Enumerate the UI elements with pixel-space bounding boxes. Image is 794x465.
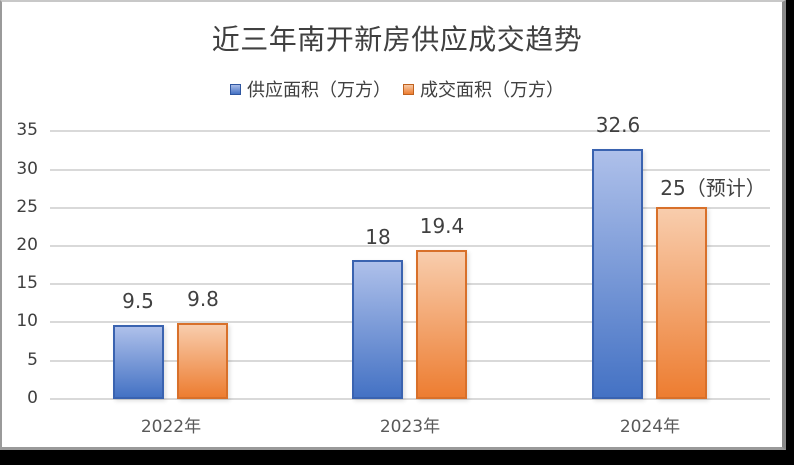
legend-label-deal: 成交面积（万方）	[420, 80, 564, 101]
gridline-10	[50, 321, 770, 323]
bar-supply-2024[interactable]	[592, 149, 643, 399]
legend-swatch-supply-icon	[230, 83, 241, 95]
gridline-35	[50, 130, 770, 132]
data-label-supply-2024: 32.6	[595, 113, 641, 137]
data-label-supply-2022: 9.5	[122, 289, 154, 313]
bottom-black-strip	[0, 450, 794, 465]
data-label-deal-2023: 19.4	[419, 214, 465, 238]
x-label-2023: 2023年	[379, 417, 441, 437]
bar-supply-2023[interactable]	[352, 260, 403, 399]
y-tick-35: 35	[16, 120, 38, 140]
y-tick-15: 15	[16, 273, 38, 293]
bar-deal-2023[interactable]	[416, 250, 467, 399]
bar-deal-2024[interactable]	[656, 207, 707, 399]
x-label-2022: 2022年	[140, 417, 202, 437]
y-tick-30: 30	[16, 159, 38, 179]
gridline-5	[50, 360, 770, 362]
gridline-25	[50, 207, 770, 209]
data-label-supply-2023: 18	[365, 225, 391, 249]
bar-supply-2022[interactable]	[113, 325, 164, 399]
gridline-0	[50, 398, 770, 400]
y-tick-10: 10	[16, 311, 38, 331]
legend-item-supply[interactable]: 供应面积（万方）	[230, 76, 391, 102]
x-label-2024: 2024年	[619, 417, 681, 437]
gridline-20	[50, 245, 770, 247]
gridline-15	[50, 283, 770, 285]
bar-deal-2022[interactable]	[177, 323, 228, 399]
legend-item-deal[interactable]: 成交面积（万方）	[403, 76, 564, 102]
chart-legend: 供应面积（万方） 成交面积（万方）	[0, 76, 794, 102]
legend-label-supply: 供应面积（万方）	[247, 80, 391, 101]
y-tick-0: 0	[27, 388, 38, 408]
legend-swatch-deal-icon	[403, 83, 414, 95]
chart-title: 近三年南开新房供应成交趋势	[211, 23, 583, 56]
data-label-deal-2024: 25（预计）	[660, 176, 766, 200]
gridline-30	[50, 169, 770, 171]
data-label-deal-2022: 9.8	[187, 287, 219, 311]
y-tick-25: 25	[16, 197, 38, 217]
y-tick-5: 5	[27, 350, 38, 370]
y-tick-20: 20	[16, 235, 38, 255]
